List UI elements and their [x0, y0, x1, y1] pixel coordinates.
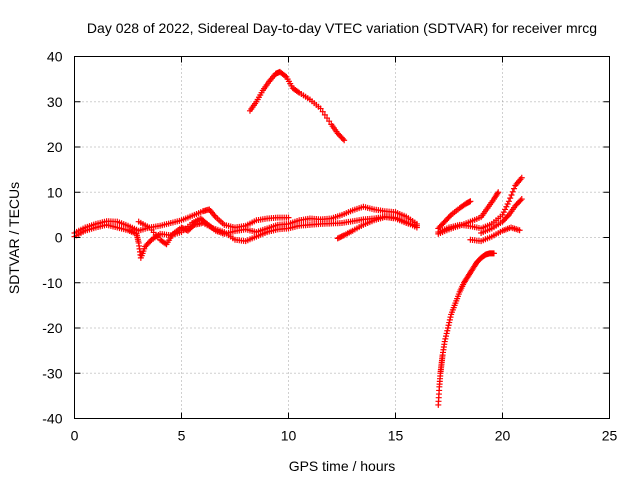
data-point [442, 335, 449, 342]
series-sat-f [435, 250, 497, 408]
data-point [324, 115, 331, 122]
series-sat-c [135, 213, 420, 248]
x-tick-label: 0 [71, 428, 79, 444]
data-point [443, 333, 450, 340]
data-point [447, 314, 454, 321]
data-point [508, 191, 515, 198]
data-point [499, 211, 506, 218]
y-tick-label: 0 [55, 230, 63, 246]
data-point [441, 338, 448, 345]
y-tick-label: -30 [42, 365, 62, 381]
y-tick-label: 30 [47, 94, 63, 110]
y-axis-label: SDTVAR / TECUs [6, 182, 22, 294]
y-tick-label: 40 [47, 49, 63, 65]
x-tick-label: 15 [388, 428, 404, 444]
data-point [339, 135, 346, 142]
data-point [444, 327, 451, 334]
data-point [502, 206, 509, 213]
data-point [282, 72, 289, 79]
series-sat-b [71, 203, 420, 261]
y-tick-label: -20 [42, 320, 62, 336]
data-point [500, 209, 507, 216]
y-tick-label: -10 [42, 275, 62, 291]
data-point [294, 88, 301, 95]
data-point [319, 108, 326, 115]
data-point [505, 198, 512, 205]
x-tick-label: 20 [495, 428, 511, 444]
data-point [518, 174, 525, 181]
grid [74, 56, 610, 419]
x-tick-label: 25 [602, 428, 618, 444]
chart-title: Day 028 of 2022, Sidereal Day-to-day VTE… [87, 20, 597, 36]
data-point [503, 203, 510, 210]
data-points [71, 68, 525, 408]
data-point [504, 201, 511, 208]
data-point [413, 222, 420, 229]
data-point [446, 213, 453, 220]
data-point [504, 213, 511, 220]
x-tick-label: 10 [281, 428, 297, 444]
data-point [511, 185, 518, 192]
data-point [445, 322, 452, 329]
data-point [446, 316, 453, 323]
y-tick-label: -40 [42, 411, 62, 427]
data-point [509, 188, 516, 195]
data-point [467, 198, 474, 205]
data-point [517, 197, 524, 204]
x-axis-label: GPS time / hours [289, 458, 396, 474]
series-sat-j [467, 224, 523, 245]
series-sat-k [478, 196, 525, 236]
data-point [516, 227, 523, 234]
data-point [444, 325, 451, 331]
series-sat-d [246, 68, 348, 144]
data-point [495, 189, 502, 196]
data-point [518, 196, 525, 203]
x-tick-label: 5 [178, 428, 186, 444]
series-sat-i [435, 174, 525, 236]
data-point [446, 319, 453, 326]
data-point [321, 111, 328, 118]
data-point [341, 137, 348, 144]
series-sat-e [334, 214, 420, 242]
y-tick-label: 10 [47, 184, 63, 200]
data-point [443, 330, 450, 337]
axis-ticks: 0 5 10 15 20 25 -40 -30 -20 -10 0 10 20 30 40 [42, 49, 617, 444]
data-point [317, 105, 324, 112]
data-point [285, 214, 292, 221]
y-tick-label: 20 [47, 139, 63, 155]
data-point [326, 118, 333, 125]
data-point [494, 190, 501, 197]
data-point [490, 250, 497, 257]
data-point [507, 195, 514, 202]
